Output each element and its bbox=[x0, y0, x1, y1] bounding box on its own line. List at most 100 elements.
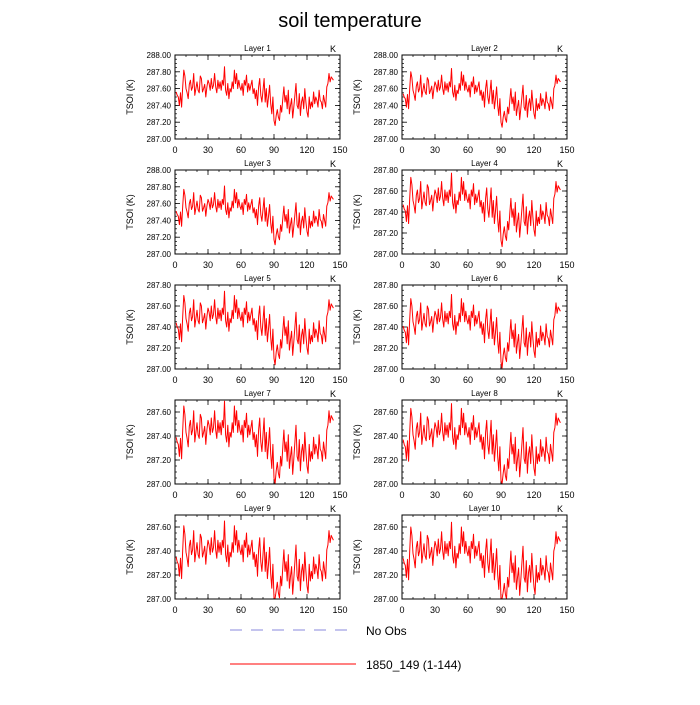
x-tick-label: 60 bbox=[236, 375, 246, 385]
y-tick-label: 287.80 bbox=[147, 183, 172, 192]
plot-frame bbox=[174, 284, 341, 370]
x-tick-label: 120 bbox=[299, 145, 314, 155]
series-line bbox=[175, 400, 334, 484]
x-tick-label: 120 bbox=[299, 260, 314, 270]
x-tick-label: 60 bbox=[463, 605, 473, 615]
panel-layer-5: Layer 5 K TSOI (K) 0 30 60 90 120 150 287.00 287.2… bbox=[125, 274, 348, 385]
panel-title: Layer 2 bbox=[471, 44, 498, 53]
y-tick-label: 287.60 bbox=[374, 85, 399, 94]
panel-title: Layer 8 bbox=[471, 389, 498, 398]
x-tick-label: 150 bbox=[332, 490, 347, 500]
y-tick-label: 287.00 bbox=[374, 135, 399, 144]
x-tick-label: 120 bbox=[299, 605, 314, 615]
x-tick-label: 60 bbox=[236, 260, 246, 270]
y-tick-label: 287.60 bbox=[374, 408, 399, 417]
x-tick-label: 60 bbox=[236, 605, 246, 615]
y-tick-label: 288.00 bbox=[147, 166, 172, 175]
y-tick-label: 287.40 bbox=[147, 547, 172, 556]
plot-frame bbox=[401, 169, 568, 255]
y-tick-label: 287.00 bbox=[147, 480, 172, 489]
y-tick-label: 287.60 bbox=[147, 85, 172, 94]
x-tick-label: 30 bbox=[430, 375, 440, 385]
y-tick-label: 287.60 bbox=[147, 200, 172, 209]
x-tick-label: 150 bbox=[332, 145, 347, 155]
y-tick-label: 287.20 bbox=[374, 118, 399, 127]
figure-title: soil temperature bbox=[278, 10, 421, 32]
y-tick-label: 287.20 bbox=[374, 571, 399, 580]
plot-frame bbox=[401, 399, 568, 485]
y-tick-label: 287.40 bbox=[374, 547, 399, 556]
x-tick-label: 30 bbox=[203, 375, 213, 385]
x-tick-label: 30 bbox=[430, 145, 440, 155]
x-tick-label: 90 bbox=[269, 605, 279, 615]
panel-title: Layer 5 bbox=[244, 274, 271, 283]
x-tick-label: 0 bbox=[172, 260, 177, 270]
x-tick-label: 150 bbox=[559, 490, 574, 500]
x-tick-label: 30 bbox=[430, 605, 440, 615]
x-tick-label: 90 bbox=[496, 605, 506, 615]
series-line bbox=[402, 67, 561, 128]
x-tick-label: 90 bbox=[496, 490, 506, 500]
plot-frame bbox=[174, 169, 341, 255]
unit-label: K bbox=[330, 389, 336, 399]
y-axis-label: TSOI (K) bbox=[125, 79, 135, 115]
y-tick-label: 287.80 bbox=[374, 166, 399, 175]
y-axis-label: TSOI (K) bbox=[352, 309, 362, 345]
x-tick-label: 0 bbox=[399, 605, 404, 615]
y-tick-label: 287.40 bbox=[147, 432, 172, 441]
y-tick-label: 287.80 bbox=[147, 281, 172, 290]
unit-label: K bbox=[330, 44, 336, 54]
x-tick-label: 120 bbox=[299, 375, 314, 385]
series-line bbox=[402, 172, 561, 248]
panel-layer-3: Layer 3 K TSOI (K) 0 30 60 90 120 150 287.00 287.2… bbox=[125, 159, 348, 270]
y-tick-label: 287.60 bbox=[374, 302, 399, 311]
panel-title: Layer 4 bbox=[471, 159, 498, 168]
y-tick-label: 287.20 bbox=[374, 229, 399, 238]
y-tick-label: 287.60 bbox=[147, 302, 172, 311]
panel-title: Layer 6 bbox=[471, 274, 498, 283]
x-tick-label: 0 bbox=[399, 490, 404, 500]
panel-title: Layer 7 bbox=[244, 389, 271, 398]
y-tick-label: 287.20 bbox=[374, 456, 399, 465]
unit-label: K bbox=[330, 159, 336, 169]
y-tick-label: 287.40 bbox=[374, 101, 399, 110]
x-tick-label: 0 bbox=[399, 260, 404, 270]
x-tick-label: 60 bbox=[463, 260, 473, 270]
panel-title: Layer 3 bbox=[244, 159, 271, 168]
y-axis-label: TSOI (K) bbox=[125, 539, 135, 575]
y-axis-label: TSOI (K) bbox=[352, 539, 362, 575]
y-tick-label: 287.00 bbox=[147, 135, 172, 144]
x-tick-label: 30 bbox=[203, 605, 213, 615]
panel-title: Layer 9 bbox=[244, 504, 271, 513]
panel-layer-9: Layer 9 K TSOI (K) 0 30 60 90 120 150 287.00 287.2… bbox=[125, 504, 348, 615]
y-tick-label: 287.20 bbox=[147, 344, 172, 353]
x-tick-label: 90 bbox=[496, 260, 506, 270]
y-axis-label: TSOI (K) bbox=[352, 424, 362, 460]
x-tick-label: 150 bbox=[332, 605, 347, 615]
plot-frame bbox=[401, 284, 568, 370]
unit-label: K bbox=[557, 44, 563, 54]
x-tick-label: 90 bbox=[496, 375, 506, 385]
series-line bbox=[402, 293, 561, 369]
unit-label: K bbox=[557, 159, 563, 169]
panel-layer-10: Layer 10 K TSOI (K) 0 30 60 90 120 150 287.00 287.… bbox=[352, 504, 575, 615]
y-tick-label: 287.00 bbox=[374, 480, 399, 489]
panel-layer-8: Layer 8 K TSOI (K) 0 30 60 90 120 150 287.00 287.2… bbox=[352, 389, 575, 500]
x-tick-label: 90 bbox=[269, 375, 279, 385]
panel-layer-4: Layer 4 K TSOI (K) 0 30 60 90 120 150 287.00 287.2… bbox=[352, 159, 575, 270]
panels: Layer 1 K TSOI (K) 0 30 60 90 120 150 287.00 287.2… bbox=[125, 44, 575, 615]
panel-layer-6: Layer 6 K TSOI (K) 0 30 60 90 120 150 287.00 287.2… bbox=[352, 274, 575, 385]
x-tick-label: 150 bbox=[332, 375, 347, 385]
y-tick-label: 287.00 bbox=[147, 595, 172, 604]
y-tick-label: 287.20 bbox=[374, 344, 399, 353]
y-tick-label: 287.20 bbox=[147, 233, 172, 242]
x-tick-label: 30 bbox=[203, 490, 213, 500]
legend: No Obs 1850_149 (1-144) bbox=[230, 624, 461, 672]
y-tick-label: 287.00 bbox=[147, 250, 172, 259]
unit-label: K bbox=[557, 274, 563, 284]
legend-obs-label: No Obs bbox=[366, 624, 407, 638]
series-line bbox=[175, 290, 334, 366]
y-tick-label: 287.00 bbox=[147, 365, 172, 374]
x-tick-label: 60 bbox=[463, 375, 473, 385]
